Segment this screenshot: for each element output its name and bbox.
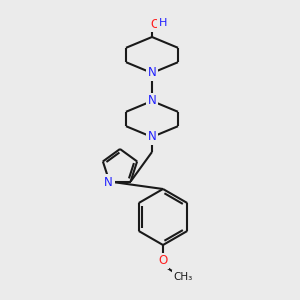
Text: N: N <box>104 176 113 189</box>
Text: H: H <box>159 18 167 28</box>
Text: N: N <box>148 130 156 143</box>
Text: CH₃: CH₃ <box>173 272 193 282</box>
Text: N: N <box>148 94 156 107</box>
Text: O: O <box>158 254 168 268</box>
Text: O: O <box>150 17 160 31</box>
Text: N: N <box>148 67 156 80</box>
